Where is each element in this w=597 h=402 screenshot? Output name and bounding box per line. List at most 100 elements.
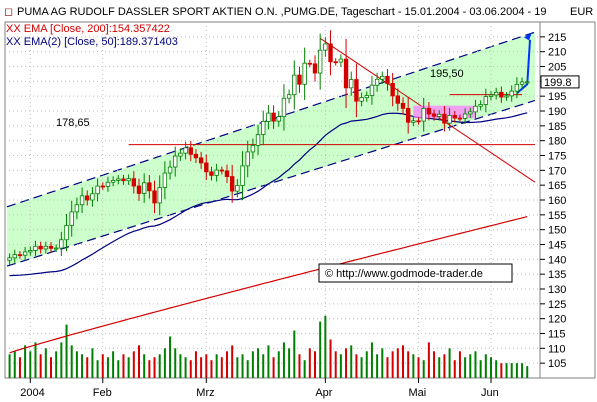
- volume-bar: [158, 354, 161, 378]
- candle-body: [188, 147, 193, 155]
- volume-bar: [8, 354, 11, 378]
- candle-body: [426, 107, 432, 115]
- candle-body: [411, 120, 416, 123]
- candle-body: [509, 90, 514, 97]
- y-tick-label: 105: [548, 358, 566, 370]
- candle-body: [525, 81, 530, 84]
- volume-bar: [386, 357, 389, 378]
- volume-bar: [132, 351, 135, 378]
- candle-body: [105, 181, 111, 187]
- candle-body: [95, 185, 100, 195]
- candle-body: [79, 195, 85, 206]
- y-tick-label: 190: [548, 106, 566, 118]
- volume-bar: [174, 348, 177, 378]
- volume-bar: [510, 363, 513, 378]
- candle-body: [380, 75, 385, 80]
- candle-body: [431, 113, 437, 117]
- candle-body: [147, 182, 152, 192]
- candle-body: [121, 178, 126, 182]
- x-tick-label: Mai: [409, 387, 427, 399]
- volume-bar: [70, 345, 73, 378]
- volume-bar: [106, 357, 109, 378]
- volume-bar: [179, 354, 182, 378]
- candle-body: [504, 95, 509, 98]
- y-tick-label: 175: [548, 151, 566, 163]
- volume-bar: [34, 342, 37, 378]
- y-tick-label: 185: [548, 121, 566, 133]
- y-tick-label: 130: [548, 284, 566, 296]
- chart-title: PUMA AG RUDOLF DASSLER SPORT AKTIEN O.N.…: [17, 6, 546, 18]
- volume-bar: [479, 360, 482, 378]
- volume-bar: [355, 354, 358, 378]
- candle-body: [131, 178, 137, 187]
- candle-body: [141, 182, 147, 194]
- candle-body: [452, 115, 457, 119]
- candle-body: [271, 112, 276, 122]
- y-tick-label: 145: [548, 240, 566, 252]
- volume-bar: [417, 357, 420, 378]
- candle-body: [48, 245, 54, 249]
- volume-bar: [86, 357, 89, 378]
- candle-body: [69, 211, 74, 226]
- volume-bar: [143, 354, 146, 378]
- volume-bar: [521, 363, 524, 378]
- volume-bar: [365, 351, 368, 378]
- candle-body: [374, 78, 380, 86]
- volume-bar: [169, 336, 172, 378]
- candle-body: [307, 62, 313, 65]
- candle-body: [204, 162, 209, 173]
- volume-bar: [215, 354, 218, 378]
- channel-upper-line: [6, 31, 536, 208]
- volume-bar: [101, 354, 104, 378]
- y-tick-label: 160: [548, 195, 566, 207]
- candle-body: [359, 97, 364, 102]
- y-tick-label: 170: [548, 165, 566, 177]
- y-tick-label: 115: [548, 329, 566, 341]
- volume-bar: [117, 360, 120, 378]
- x-axis: 2004 Feb Mrz Apr Mai Jun: [20, 378, 499, 399]
- candle-body: [281, 97, 287, 118]
- volume-bar: [246, 360, 249, 378]
- volume-bar: [262, 354, 265, 378]
- volume-bar: [282, 342, 285, 378]
- x-tick-label: Apr: [315, 387, 332, 399]
- volume-bar: [293, 330, 296, 378]
- candle-body: [514, 83, 520, 92]
- arrow-head: [524, 32, 532, 41]
- y-axis: 105 110 115 120 125 130 135 140 145 150 155 160 165 1…: [540, 32, 580, 370]
- volume-bars: [8, 315, 529, 378]
- volume-bar: [257, 348, 260, 378]
- volume-bar: [50, 357, 52, 378]
- volume-bar: [391, 351, 394, 378]
- y-tick-label: 120: [548, 314, 566, 326]
- y-tick-label: 195: [548, 91, 566, 103]
- volume-bar: [422, 360, 425, 378]
- last-price-label: 199.8: [544, 77, 572, 89]
- volume-bar: [226, 351, 228, 378]
- volume-bar: [381, 348, 384, 378]
- channel-fill: [7, 32, 535, 267]
- candle-body: [74, 204, 80, 213]
- volume-bar: [345, 348, 348, 378]
- candle-body: [323, 43, 328, 51]
- candle-body: [292, 74, 297, 96]
- candle-body: [100, 185, 105, 188]
- candle-body: [457, 117, 463, 120]
- candle-body: [229, 176, 235, 192]
- candle-body: [390, 83, 395, 97]
- header-icon: ◻: [4, 6, 13, 18]
- candle-body: [478, 104, 483, 107]
- candle-body: [250, 145, 256, 153]
- volume-bar: [526, 366, 529, 378]
- candle-body: [421, 107, 426, 122]
- volume-bar: [44, 348, 47, 378]
- volume-bar: [189, 360, 192, 378]
- candle-body: [85, 195, 90, 201]
- candle-body: [276, 116, 281, 122]
- candle-body: [349, 79, 354, 89]
- volume-bar: [231, 345, 234, 378]
- volume-bar: [495, 360, 498, 378]
- candle-body: [312, 63, 318, 74]
- candle-body: [354, 79, 359, 102]
